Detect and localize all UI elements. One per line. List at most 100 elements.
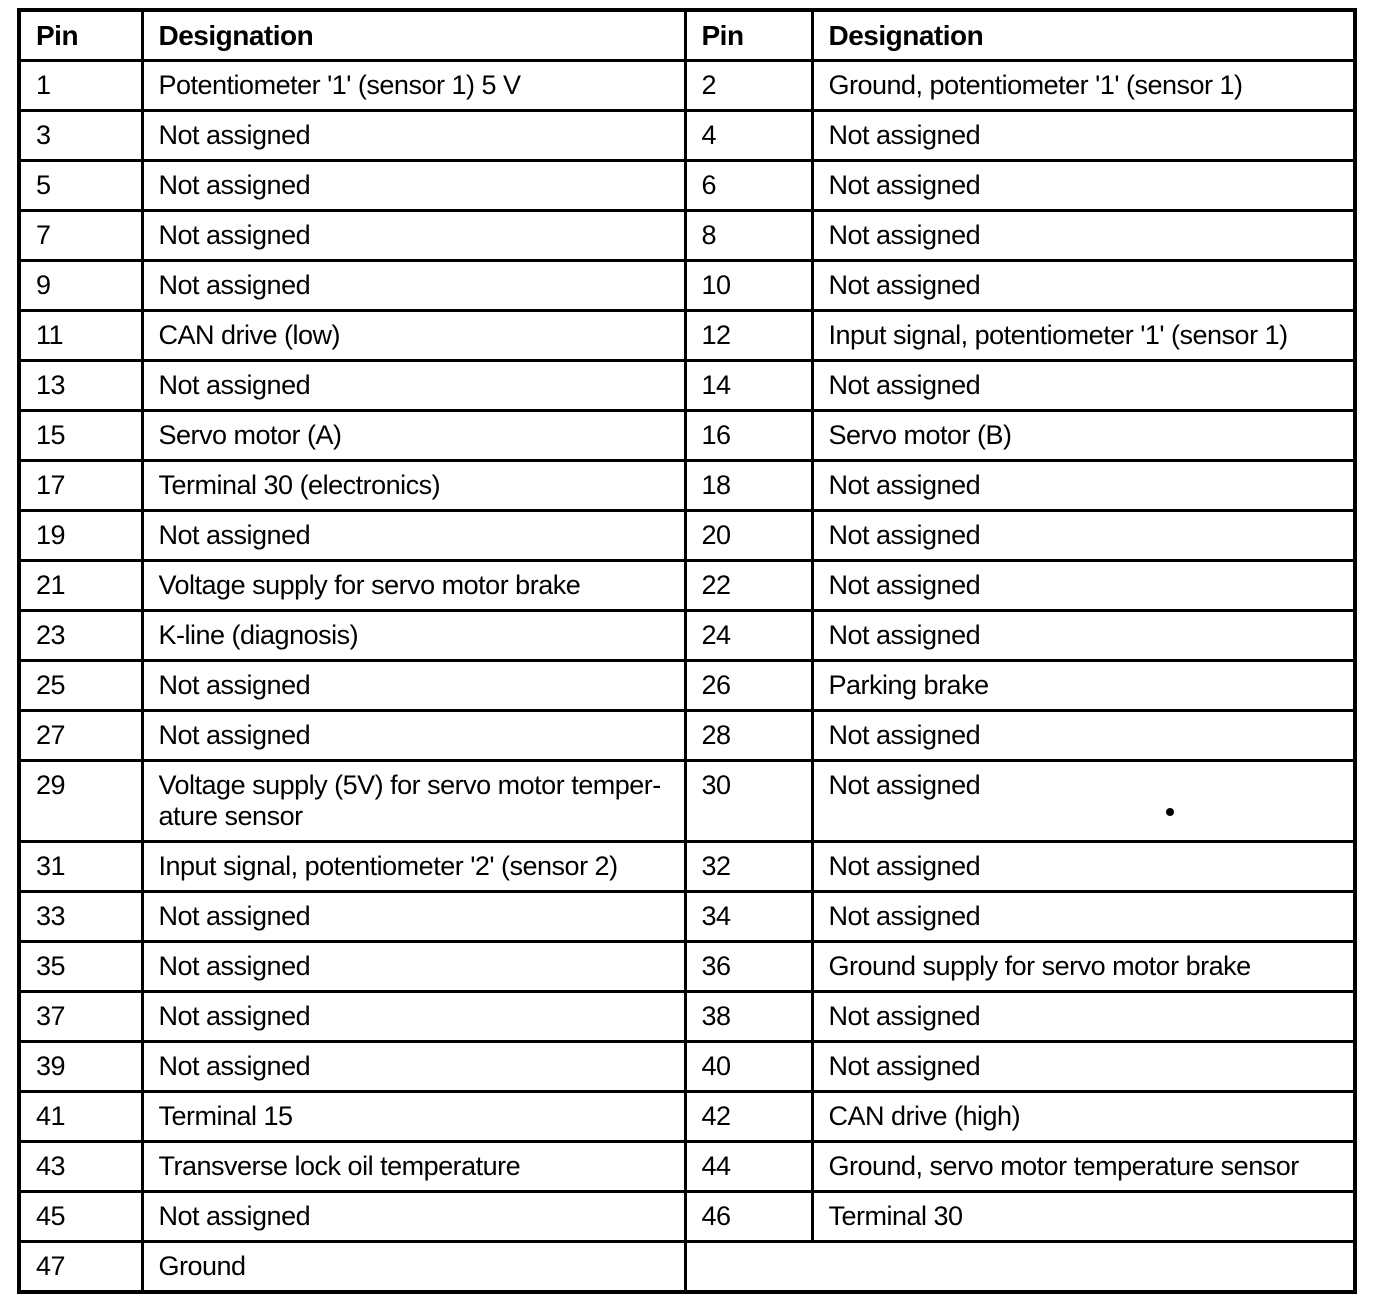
table-row: 5 Not assigned 6 Not assigned [17, 159, 1357, 212]
pin-cell: 9 [17, 259, 144, 312]
designation-cell: Not assigned [140, 659, 687, 712]
pin-cell-text: 34 [701, 901, 732, 931]
pin-cell-text: 22 [701, 570, 732, 600]
designation-cell: Not assigned [140, 890, 687, 943]
pin-cell: 46 [683, 1190, 814, 1243]
pin-cell: 4 [683, 109, 814, 162]
designation-cell: Ground, potentiometer '1' (sensor 1) [810, 59, 1357, 112]
column-header-pin-right: Pin [683, 8, 814, 62]
table-row: 11 CAN drive (low) 12 Input signal, potenti… [17, 309, 1357, 362]
designation-cell: Ground [140, 1240, 687, 1294]
table-row: 21 Voltage supply for servo motor brake 22… [17, 559, 1357, 612]
empty-cell [683, 1240, 1357, 1294]
designation-cell: Input signal, potentiometer '1' (sensor … [810, 309, 1357, 362]
pin-cell: 47 [17, 1240, 144, 1294]
designation-cell-text: Servo motor (A) [158, 420, 343, 450]
table-row: 41 Terminal 15 42 CAN drive (high) [17, 1090, 1357, 1143]
designation-cell-text: Ground [158, 1251, 247, 1281]
header-row: Pin Designation Pin Designation [17, 8, 1357, 62]
designation-cell-text: Not assigned [828, 520, 981, 550]
pin-cell-text: 5 [36, 170, 51, 200]
designation-cell-text: Parking brake [828, 670, 990, 700]
table-header: Pin Designation Pin Designation [17, 8, 1357, 62]
pin-cell-text: 8 [701, 220, 717, 250]
pin-cell: 14 [683, 359, 814, 412]
pin-cell-text: 23 [36, 620, 66, 650]
designation-cell: Terminal 30 [810, 1190, 1357, 1243]
pin-cell: 39 [17, 1040, 144, 1093]
pin-cell-text: 44 [701, 1151, 732, 1181]
designation-cell: Not assigned [140, 359, 687, 412]
pin-cell: 26 [683, 659, 814, 712]
pin-cell-text: 12 [701, 320, 732, 350]
pin-cell: 10 [683, 259, 814, 312]
designation-cell-text: Not assigned [828, 770, 981, 800]
designation-cell: Not assigned [140, 1190, 687, 1243]
table-row: 19 Not assigned 20 Not assigned [17, 509, 1357, 562]
pin-cell: 43 [17, 1140, 144, 1193]
designation-cell-text: CAN drive (high) [828, 1101, 1021, 1131]
pin-cell-text: 7 [36, 220, 51, 250]
designation-cell: Not assigned [810, 109, 1357, 162]
pin-cell-text: 39 [36, 1051, 66, 1081]
pin-cell-text: 41 [36, 1101, 66, 1131]
table-row: 15 Servo motor (A) 16 Servo motor (B) [17, 409, 1357, 462]
designation-cell-text: Transverse lock oil temperature [158, 1151, 521, 1181]
pin-cell: 5 [17, 159, 144, 212]
pin-cell: 42 [683, 1090, 814, 1143]
pin-cell: 20 [683, 509, 814, 562]
table-body: 1 Potentiometer '1' (sensor 1) 5 V 2 Ground… [17, 59, 1357, 1294]
pin-cell: 17 [17, 459, 144, 512]
pin-cell-text: 38 [701, 1001, 732, 1031]
designation-cell-text: Not assigned [828, 851, 981, 881]
table-row: 33 Not assigned 34 Not assigned [17, 890, 1357, 943]
pin-cell-text: 24 [701, 620, 732, 650]
pin-cell: 22 [683, 559, 814, 612]
designation-cell: Input signal, potentiometer '2' (sensor … [140, 840, 687, 893]
pin-cell: 45 [17, 1190, 144, 1243]
pin-cell: 28 [683, 709, 814, 762]
designation-cell-text: Not assigned [158, 220, 311, 250]
pin-cell-text: 43 [36, 1151, 66, 1181]
table-row: 39 Not assigned 40 Not assigned [17, 1040, 1357, 1093]
designation-cell: Not assigned [810, 840, 1357, 893]
designation-cell-text: Terminal 30 [828, 1201, 964, 1231]
designation-cell-text: Ground, potentiometer '1' (sensor 1) [828, 70, 1244, 100]
designation-cell-text: Terminal 15 [158, 1101, 294, 1131]
designation-cell: Not assigned [140, 709, 687, 762]
designation-cell: Not assigned [810, 609, 1357, 662]
designation-cell: Not assigned [810, 359, 1357, 412]
pin-cell: 15 [17, 409, 144, 462]
designation-cell: Potentiometer '1' (sensor 1) 5 V [140, 59, 687, 112]
designation-cell-text: Ground, servo motor temperature sensor [828, 1151, 1300, 1181]
pin-cell: 3 [17, 109, 144, 162]
designation-cell: Not assigned [140, 940, 687, 993]
pin-cell: 12 [683, 309, 814, 362]
designation-cell-text: Not assigned [828, 370, 981, 400]
designation-cell: Not assigned [140, 109, 687, 162]
pin-cell: 30 [683, 759, 814, 843]
table-row: 17 Terminal 30 (electronics) 18 Not assigne… [17, 459, 1357, 512]
designation-cell: K-line (diagnosis) [140, 609, 687, 662]
pin-cell: 18 [683, 459, 814, 512]
designation-cell: Not assigned [140, 209, 687, 262]
table-row: 43 Transverse lock oil temperature 44 Groun… [17, 1140, 1357, 1193]
pin-cell-text: 33 [36, 901, 66, 931]
pin-cell: 7 [17, 209, 144, 262]
designation-cell: Servo motor (A) [140, 409, 687, 462]
pin-cell-text: 1 [36, 70, 51, 100]
designation-cell: Not assigned [810, 759, 1357, 843]
pin-cell-text: 31 [36, 851, 66, 881]
pin-cell-text: 29 [36, 770, 66, 800]
designation-cell: Not assigned [140, 990, 687, 1043]
designation-cell-text: Terminal 30 (electronics) [158, 470, 441, 500]
pin-cell: 25 [17, 659, 144, 712]
pin-cell-text: 42 [701, 1101, 732, 1131]
pin-cell-text: 21 [36, 570, 66, 600]
pin-cell: 23 [17, 609, 144, 662]
designation-cell-text: Not assigned [828, 1001, 981, 1031]
designation-cell: Ground supply for servo motor brake [810, 940, 1357, 993]
pin-cell-text: 9 [36, 270, 51, 300]
designation-cell: Not assigned [810, 259, 1357, 312]
